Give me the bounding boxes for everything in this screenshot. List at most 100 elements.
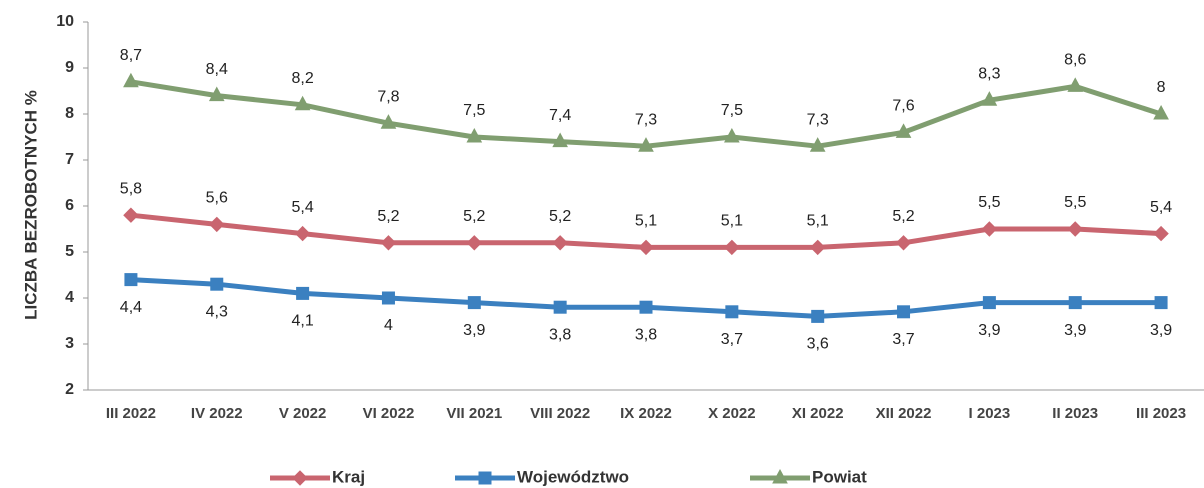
- data-label: 7,4: [549, 107, 571, 124]
- data-point: [1067, 221, 1083, 237]
- data-point: [380, 235, 397, 251]
- data-label: 5,1: [635, 213, 657, 230]
- data-point: [981, 91, 998, 106]
- data-point: [210, 277, 224, 291]
- data-point: [809, 239, 826, 256]
- data-label: 3,7: [721, 331, 743, 348]
- data-point: [294, 95, 311, 111]
- data-point: [895, 235, 912, 251]
- data-label: 5,2: [892, 208, 914, 225]
- data-point: [1154, 296, 1168, 310]
- data-label: 4,3: [206, 303, 228, 320]
- data-label: 5,8: [120, 180, 142, 197]
- data-label: 4: [384, 317, 393, 334]
- data-point: [552, 235, 568, 251]
- y-tick-label: 3: [65, 335, 74, 352]
- data-point: [724, 127, 740, 143]
- x-tick-label: VIII 2022: [530, 405, 590, 422]
- data-label: 3,6: [807, 336, 829, 353]
- data-label: 3,9: [463, 322, 485, 339]
- data-point: [639, 300, 653, 314]
- data-point: [123, 72, 139, 88]
- y-tick-label: 9: [65, 59, 74, 76]
- x-tick-label: III 2022: [106, 405, 156, 422]
- x-tick-label: III 2023: [1136, 405, 1186, 422]
- x-tick-label: XI 2022: [792, 405, 844, 422]
- data-point: [1068, 296, 1082, 310]
- data-point: [725, 305, 739, 319]
- legend-label: Województwo: [517, 467, 629, 486]
- y-tick-label: 10: [56, 13, 74, 30]
- x-tick-label: I 2023: [969, 405, 1011, 422]
- data-label: 5,2: [549, 208, 571, 225]
- data-label: 5,4: [1150, 199, 1172, 216]
- data-label: 3,8: [635, 326, 657, 343]
- data-label: 5,5: [978, 194, 1000, 211]
- data-point: [296, 286, 310, 300]
- data-label: 3,7: [892, 331, 914, 348]
- data-point: [209, 216, 225, 233]
- data-label: 4,1: [291, 313, 313, 330]
- x-tick-label: II 2023: [1052, 405, 1098, 422]
- data-label: 5,1: [807, 213, 829, 230]
- data-point: [380, 114, 397, 129]
- data-label: 3,9: [1150, 322, 1172, 339]
- data-point: [124, 273, 138, 287]
- x-tick-label: IX 2022: [620, 405, 672, 422]
- data-label: 5,4: [291, 199, 313, 216]
- data-label: 5,2: [377, 208, 399, 225]
- data-point: [381, 291, 395, 305]
- data-point: [982, 296, 996, 310]
- data-point: [897, 305, 911, 319]
- data-label: 3,8: [549, 326, 571, 343]
- data-point: [811, 309, 825, 323]
- legend-marker: [292, 470, 308, 486]
- data-label: 5,1: [721, 213, 743, 230]
- data-point: [809, 137, 826, 152]
- data-label: 8,2: [291, 70, 313, 87]
- legend-marker: [772, 468, 788, 484]
- data-point: [208, 86, 225, 102]
- data-point: [1153, 225, 1169, 242]
- data-point: [724, 239, 740, 256]
- x-tick-label: X 2022: [708, 405, 756, 422]
- data-label: 8: [1157, 79, 1166, 96]
- data-label: 4,4: [120, 299, 142, 316]
- data-point: [466, 127, 483, 143]
- data-label: 8,7: [120, 47, 142, 64]
- legend-label: Powiat: [812, 467, 867, 486]
- data-label: 7,3: [807, 111, 829, 128]
- y-tick-label: 8: [65, 105, 74, 122]
- data-label: 3,9: [978, 322, 1000, 339]
- data-label: 7,8: [377, 88, 399, 105]
- y-tick-label: 4: [65, 289, 74, 306]
- x-tick-label: VII 2021: [446, 405, 502, 422]
- data-point: [466, 235, 483, 251]
- data-label: 7,5: [463, 102, 485, 119]
- legend-marker: [478, 471, 492, 485]
- data-label: 5,5: [1064, 194, 1086, 211]
- legend-label: Kraj: [332, 467, 365, 486]
- data-point: [638, 137, 654, 152]
- data-label: 7,6: [892, 98, 914, 115]
- data-point: [1153, 104, 1169, 120]
- data-label: 5,6: [206, 190, 228, 207]
- y-tick-label: 5: [65, 243, 74, 260]
- data-point: [981, 221, 998, 237]
- y-tick-label: 6: [65, 197, 74, 214]
- data-label: 8,4: [206, 61, 228, 78]
- data-label: 8,3: [978, 65, 1000, 82]
- data-point: [553, 300, 567, 314]
- x-tick-label: V 2022: [279, 405, 327, 422]
- y-tick-label: 7: [65, 151, 74, 168]
- data-label: 7,5: [721, 102, 743, 119]
- x-tick-label: XII 2022: [876, 405, 932, 422]
- data-point: [638, 239, 654, 256]
- data-label: 5,2: [463, 208, 485, 225]
- data-point: [294, 225, 311, 242]
- x-tick-label: VI 2022: [363, 405, 415, 422]
- data-point: [123, 207, 139, 223]
- data-label: 7,3: [635, 111, 657, 128]
- data-label: 8,6: [1064, 52, 1086, 69]
